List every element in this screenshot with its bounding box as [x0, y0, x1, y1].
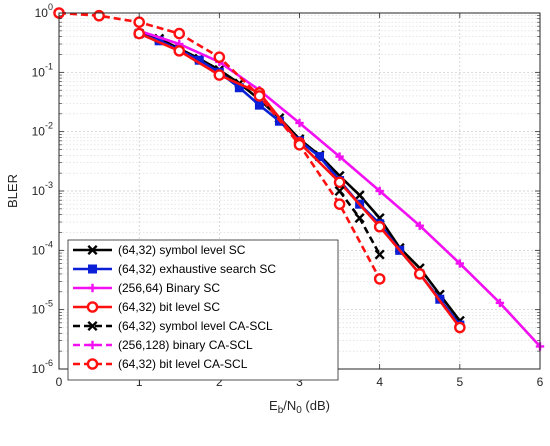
data-point: [87, 320, 98, 332]
x-tick-label: 0: [56, 375, 63, 389]
data-point: [88, 340, 97, 350]
data-point: [133, 16, 145, 28]
data-point: [173, 27, 186, 40]
data-point: [335, 152, 344, 161]
legend-item: (256,128) binary CA-SCL: [73, 338, 253, 352]
data-point: [88, 283, 97, 293]
data-point: [293, 139, 306, 151]
data-point: [254, 100, 264, 110]
data-point: [373, 273, 386, 285]
data-point: [334, 185, 345, 197]
marker-stroke: [374, 249, 385, 260]
legend-label: (256,128) binary CA-SCL: [118, 338, 253, 352]
series-5: [334, 185, 385, 260]
data-point: [213, 51, 226, 63]
legend-item: (64,32) exhaustive search SC: [73, 262, 276, 276]
y-tick-labels: 10-6 10-5 10-4 10-3 10-2 10-1 100: [32, 2, 53, 376]
x-tick-labels: 0 1 2 3 4 5 6: [56, 375, 544, 389]
data-point: [415, 221, 424, 230]
legend-label: (256,64) Binary SC: [118, 281, 220, 295]
data-point: [354, 213, 365, 224]
data-point: [87, 244, 98, 256]
data-point: [93, 9, 105, 22]
data-point: [374, 249, 385, 260]
data-point: [133, 27, 145, 40]
data-point: [173, 45, 186, 57]
legend: (64,32) symbol level SC (64,32) exhaustiv…: [67, 239, 339, 381]
legend-box: [67, 239, 339, 381]
x-tick-label: 5: [456, 375, 463, 389]
marker-stroke: [87, 244, 98, 256]
y-tick-label: 10-1: [32, 61, 53, 79]
data-point: [455, 259, 465, 268]
marker-stroke: [354, 213, 365, 224]
legend-label: (64,32) symbol level SC: [118, 243, 246, 257]
y-tick-label: 10-2: [32, 121, 53, 139]
legend-label: (64,32) exhaustive search SC: [118, 262, 276, 276]
data-point: [253, 90, 266, 102]
data-point: [315, 152, 325, 162]
marker-stroke: [354, 190, 365, 201]
data-point: [333, 176, 346, 189]
data-point: [86, 301, 99, 313]
marker-stroke: [87, 320, 98, 332]
legend-item: (64,32) symbol level CA-SCL: [73, 319, 273, 333]
y-tick-label: 10-5: [32, 299, 53, 317]
data-point: [354, 190, 365, 201]
data-point: [495, 298, 505, 308]
x-tick-label: 6: [537, 375, 544, 389]
legend-label: (64,32) symbol level CA-SCL: [118, 319, 273, 333]
y-tick-label: 10-3: [32, 180, 53, 198]
y-axis-label: BLER: [5, 174, 20, 208]
legend-item: (64,32) symbol level SC: [73, 243, 246, 257]
data-point: [213, 69, 226, 81]
legend-item: (64,32) bit level CA-SCL: [73, 357, 248, 371]
data-point: [373, 220, 386, 233]
legend-item: (64,32) bit level SC: [73, 300, 220, 314]
x-axis-label: Eb/N0 (dB): [269, 398, 330, 416]
data-point: [413, 268, 426, 280]
x-tick-label: 3: [296, 375, 303, 389]
data-point: [88, 264, 97, 274]
marker-stroke: [334, 185, 345, 197]
legend-label: (64,32) bit level SC: [118, 300, 220, 314]
legend-label: (64,32) bit level CA-SCL: [118, 357, 248, 371]
legend-item: (256,64) Binary SC: [73, 281, 220, 295]
x-tick-label: 2: [216, 375, 223, 389]
y-tick-label: 10-6: [32, 358, 53, 376]
data-point: [295, 118, 304, 128]
x-tick-label: 1: [136, 375, 143, 389]
x-tick-label: 4: [376, 375, 383, 389]
y-tick-label: 100: [35, 2, 53, 20]
data-point: [86, 358, 99, 370]
data-point: [333, 198, 346, 210]
y-tick-label: 10-4: [32, 239, 53, 257]
data-point: [375, 186, 384, 196]
data-point: [454, 321, 466, 334]
